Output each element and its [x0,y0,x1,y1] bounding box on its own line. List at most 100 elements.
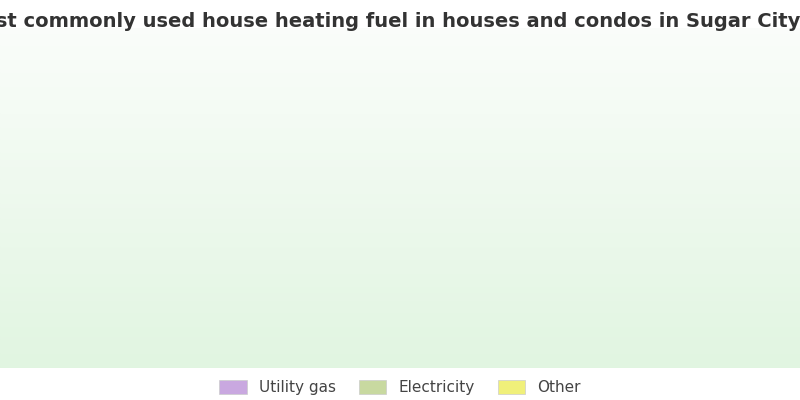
Bar [0,293,800,295]
Bar [0,88,800,89]
Bar [0,198,800,200]
Bar [0,212,800,213]
Bar [0,45,800,47]
Bar [0,84,800,86]
Bar [0,334,800,336]
Bar [0,161,800,162]
Bar [0,266,800,268]
Bar [0,28,800,30]
Bar [0,43,800,45]
Bar [0,179,800,181]
Bar [0,96,800,98]
Bar [0,118,800,120]
Bar [0,50,800,52]
Bar [0,188,800,190]
Bar [0,228,800,230]
Bar [0,110,800,111]
Bar [0,181,800,183]
Bar [0,303,800,305]
Bar [0,251,800,252]
Bar [0,77,800,79]
Bar [0,252,800,254]
Bar [0,152,800,154]
Bar [0,154,800,156]
Bar [0,324,800,326]
Bar [0,218,800,220]
Bar [0,258,800,259]
Bar [0,366,800,368]
Bar [0,273,800,274]
Bar [0,66,800,67]
Bar [0,144,800,145]
Bar [0,86,800,88]
Bar [0,332,800,334]
Bar [0,246,800,247]
Bar [0,36,800,38]
Bar [0,111,800,113]
Bar [0,327,800,329]
Legend: Utility gas, Electricity, Other: Utility gas, Electricity, Other [213,374,587,400]
Bar [0,150,800,152]
Bar [0,156,800,157]
Bar [0,70,800,72]
Bar [0,104,800,106]
Bar [0,145,800,147]
Text: Most commonly used house heating fuel in houses and condos in Sugar City, ID: Most commonly used house heating fuel in… [0,12,800,31]
Bar [0,249,800,251]
Bar [0,62,800,64]
Bar [0,337,800,339]
Bar [0,79,800,81]
Bar [0,93,800,94]
Wedge shape [479,140,577,236]
Bar [0,101,800,103]
Bar [0,164,800,166]
Bar [0,94,800,96]
Bar [0,202,800,203]
Bar [0,193,800,194]
Bar [0,166,800,167]
Bar [0,271,800,273]
Bar [0,115,800,116]
Bar [0,234,800,235]
Bar [0,308,800,310]
Bar [0,191,800,193]
Bar [0,195,800,196]
Wedge shape [222,73,539,252]
Bar [0,290,800,292]
Bar [0,346,800,348]
Bar [0,142,800,144]
Bar [0,126,800,128]
Bar [0,196,800,198]
Bar [0,54,800,55]
Bar [0,329,800,330]
Bar [0,57,800,58]
Bar [0,320,800,322]
Bar [0,59,800,60]
Bar [0,339,800,341]
Bar [0,305,800,307]
Bar [0,30,800,31]
Bar [0,32,800,33]
Bar [0,64,800,65]
Bar [0,98,800,99]
Bar [0,295,800,297]
Bar [0,132,800,133]
Bar [0,288,800,290]
Bar [0,240,800,242]
Bar [0,48,800,50]
Bar [0,108,800,110]
Bar [0,125,800,126]
Bar [0,247,800,249]
Bar [0,122,800,123]
Bar [0,206,800,208]
Bar [0,169,800,171]
Bar [0,89,800,91]
Bar [0,315,800,317]
Bar [0,33,800,35]
Bar [0,358,800,360]
Bar [0,361,800,363]
Bar [0,140,800,142]
Bar [0,138,800,140]
Bar [0,81,800,82]
Bar [0,286,800,288]
